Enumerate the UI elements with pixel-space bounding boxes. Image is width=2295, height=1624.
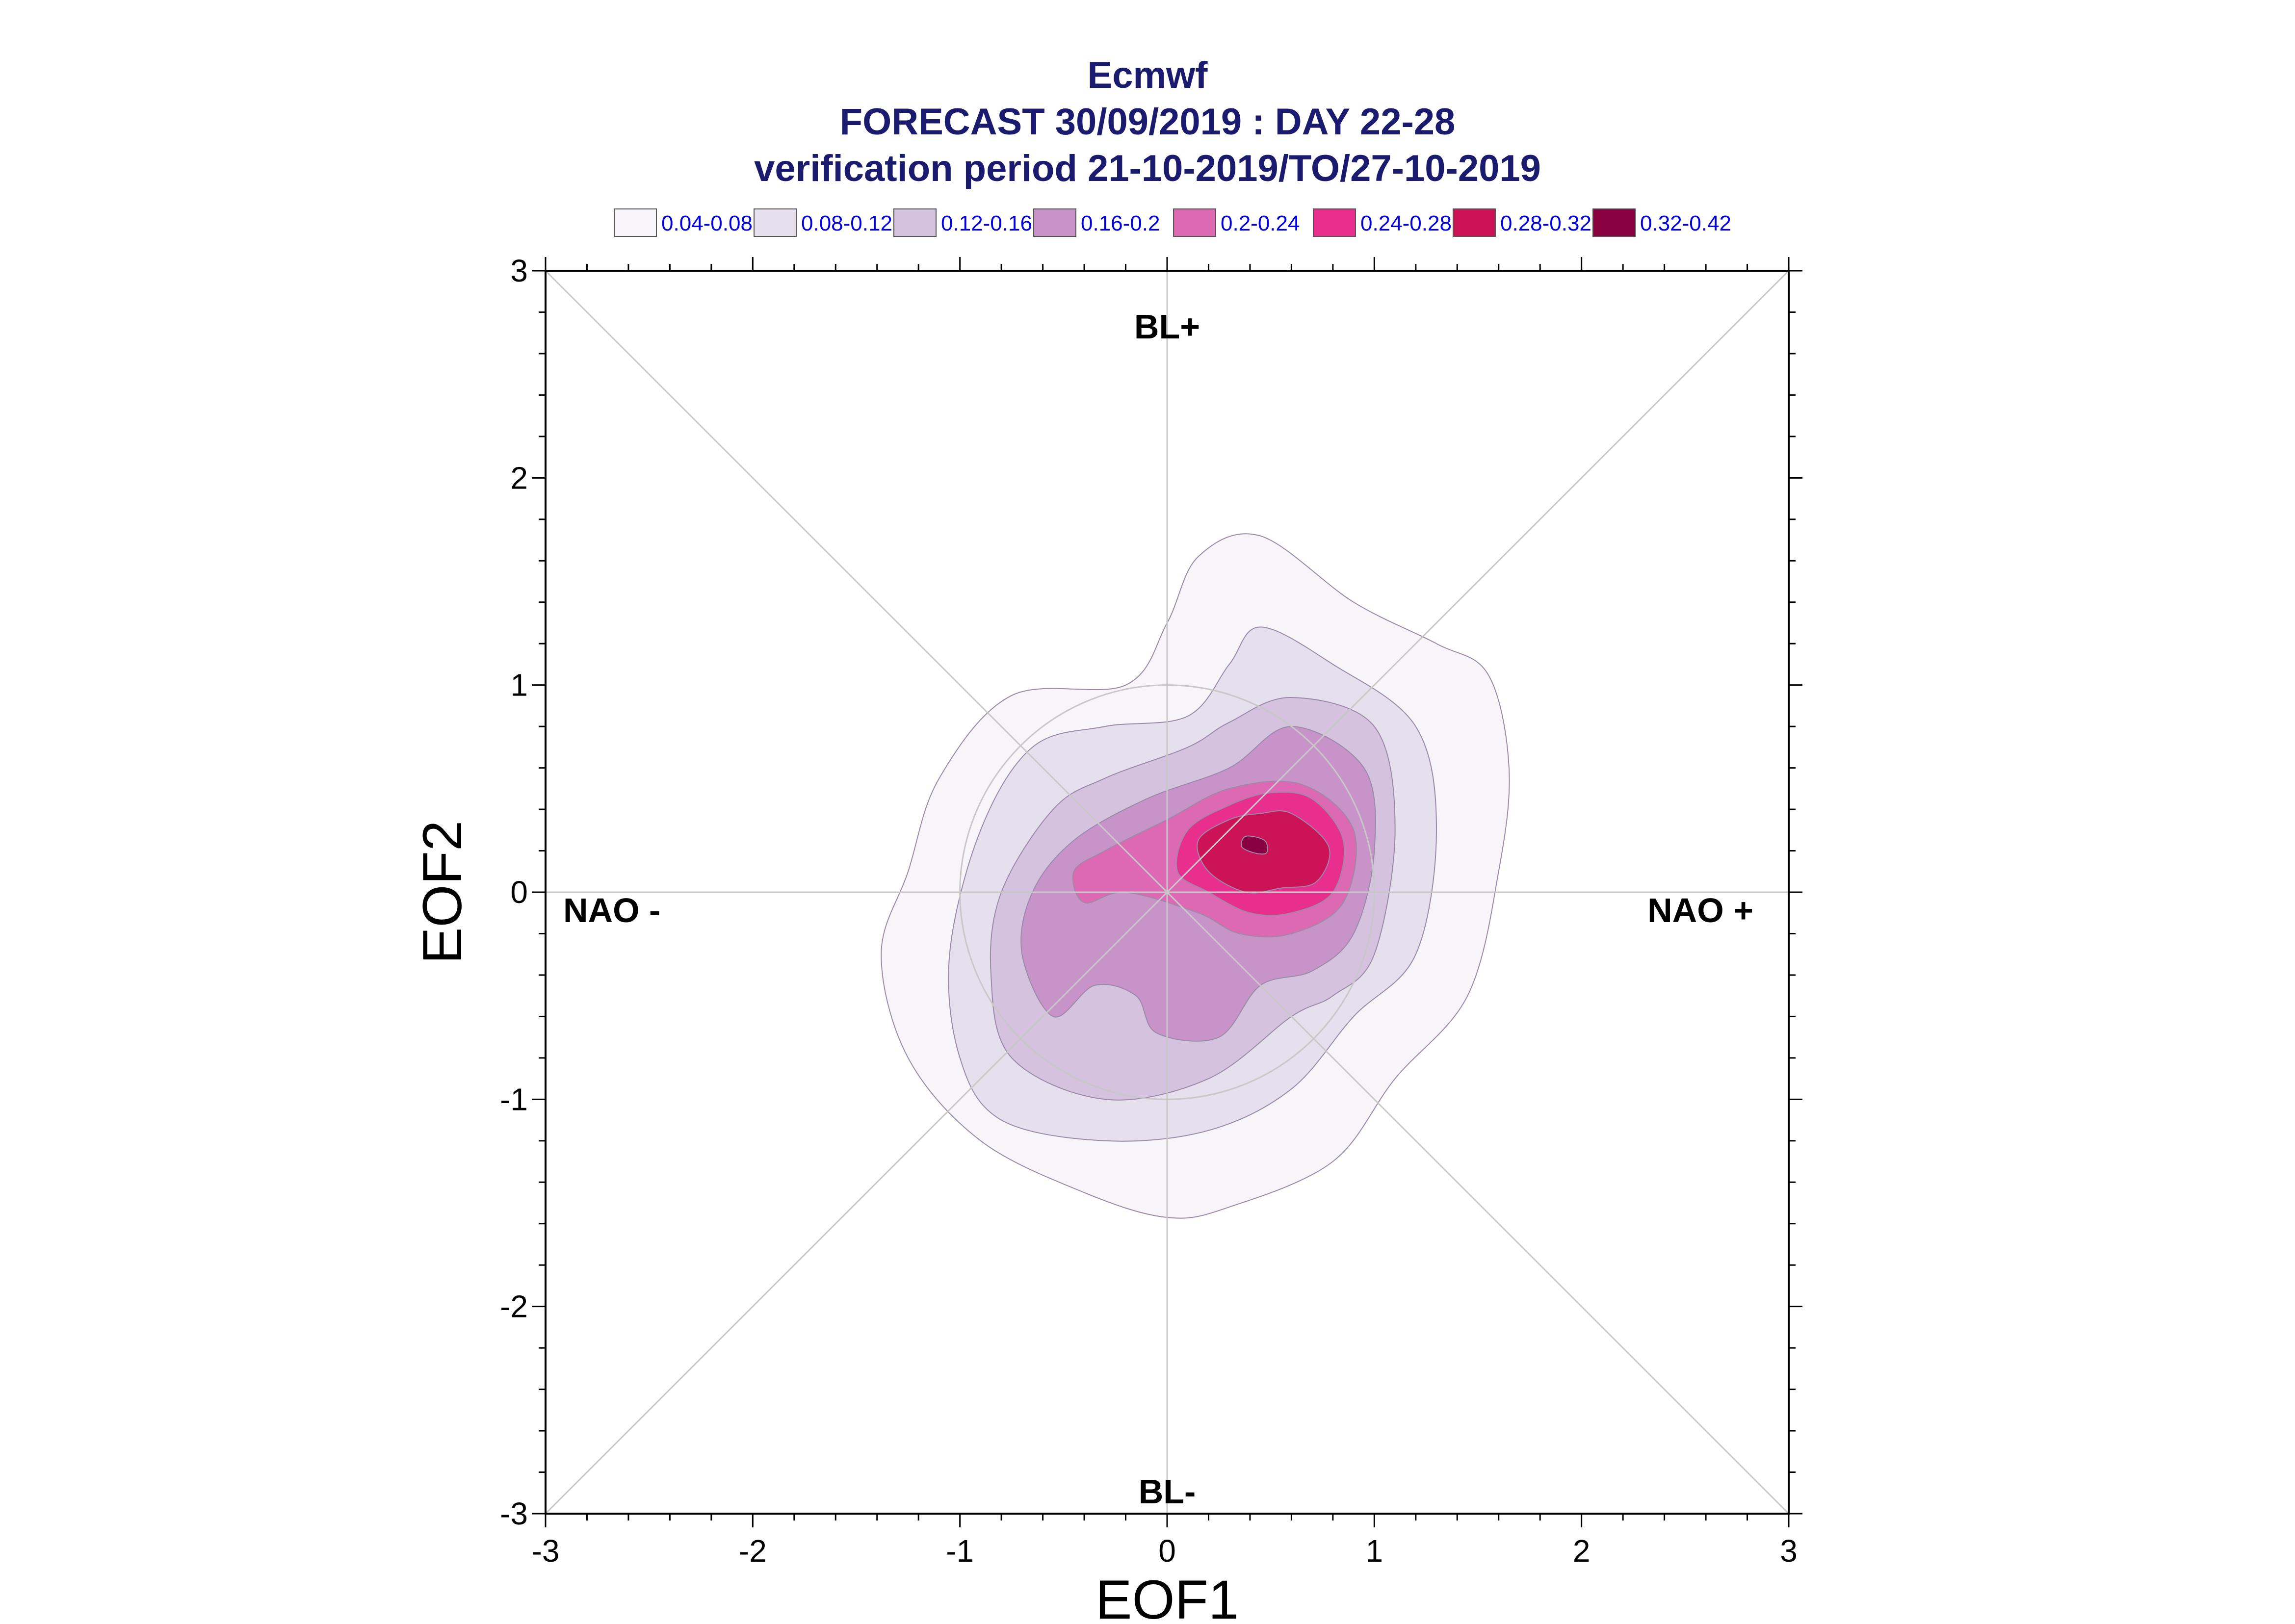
y-axis-label: EOF2 <box>412 821 473 964</box>
reference-lines <box>546 271 1789 1514</box>
y-tick-label: -1 <box>500 1082 528 1117</box>
density-contours <box>881 533 1510 1219</box>
legend-label: 0.08-0.12 <box>801 211 892 235</box>
legend-label: 0.32-0.42 <box>1640 211 1731 235</box>
y-tick-label: -2 <box>500 1289 528 1324</box>
chart-legend: 0.04-0.08 0.08-0.12 0.12-0.16 0.16-0.2 0.2-0… <box>614 208 1731 237</box>
regime-label-bl-plus: BL+ <box>1134 308 1200 346</box>
unit-circle <box>959 684 1375 1100</box>
x-tick-label: 1 <box>1366 1533 1383 1569</box>
x-tick-label: 2 <box>1573 1533 1591 1569</box>
x-tick-label: -2 <box>739 1533 767 1569</box>
diagonal-line-2 <box>546 271 1789 1514</box>
x-tick-label: -3 <box>532 1533 560 1569</box>
legend-label: 0.28-0.32 <box>1500 211 1591 235</box>
x-tick-label: 0 <box>1158 1533 1176 1569</box>
chart-title: Ecmwf <box>1087 54 1208 96</box>
legend-label: 0.12-0.16 <box>941 211 1032 235</box>
legend-swatch <box>1033 208 1076 237</box>
contour-0.32-0.42 <box>1241 835 1268 855</box>
x-tick-label: -1 <box>946 1533 974 1569</box>
legend-swatch <box>1313 208 1356 237</box>
chart-subtitle-verification: verification period 21-10-2019/TO/27-10-… <box>754 148 1541 189</box>
legend-swatch <box>614 208 657 237</box>
y-tick-label: 3 <box>510 253 528 288</box>
y-tick-label: -3 <box>500 1496 528 1531</box>
regime-label-nao-minus: NAO - <box>563 891 660 929</box>
legend-label: 0.2-0.24 <box>1221 211 1300 235</box>
y-tick-label: 1 <box>510 668 528 703</box>
chart-subtitle-forecast: FORECAST 30/09/2019 : DAY 22-28 <box>839 101 1456 143</box>
legend-swatch <box>1592 208 1636 237</box>
regime-label-nao-plus: NAO + <box>1647 891 1753 929</box>
x-axis-label: EOF1 <box>1095 1569 1239 1624</box>
legend-swatch <box>1453 208 1496 237</box>
legend-label: 0.16-0.2 <box>1081 211 1160 235</box>
legend-swatch <box>754 208 797 237</box>
y-tick-label: 0 <box>510 875 528 910</box>
legend-swatch <box>1173 208 1216 237</box>
legend-label: 0.04-0.08 <box>661 211 753 235</box>
regime-label-bl-minus: BL- <box>1139 1472 1196 1511</box>
legend-swatch <box>893 208 937 237</box>
x-tick-label: 3 <box>1780 1533 1798 1569</box>
legend-label: 0.24-0.28 <box>1360 211 1452 235</box>
axis-ticks: -3 -2 -1 0 1 2 3 -3 -2 -1 0 1 2 3 <box>500 253 1802 1569</box>
y-tick-label: 2 <box>510 460 528 495</box>
